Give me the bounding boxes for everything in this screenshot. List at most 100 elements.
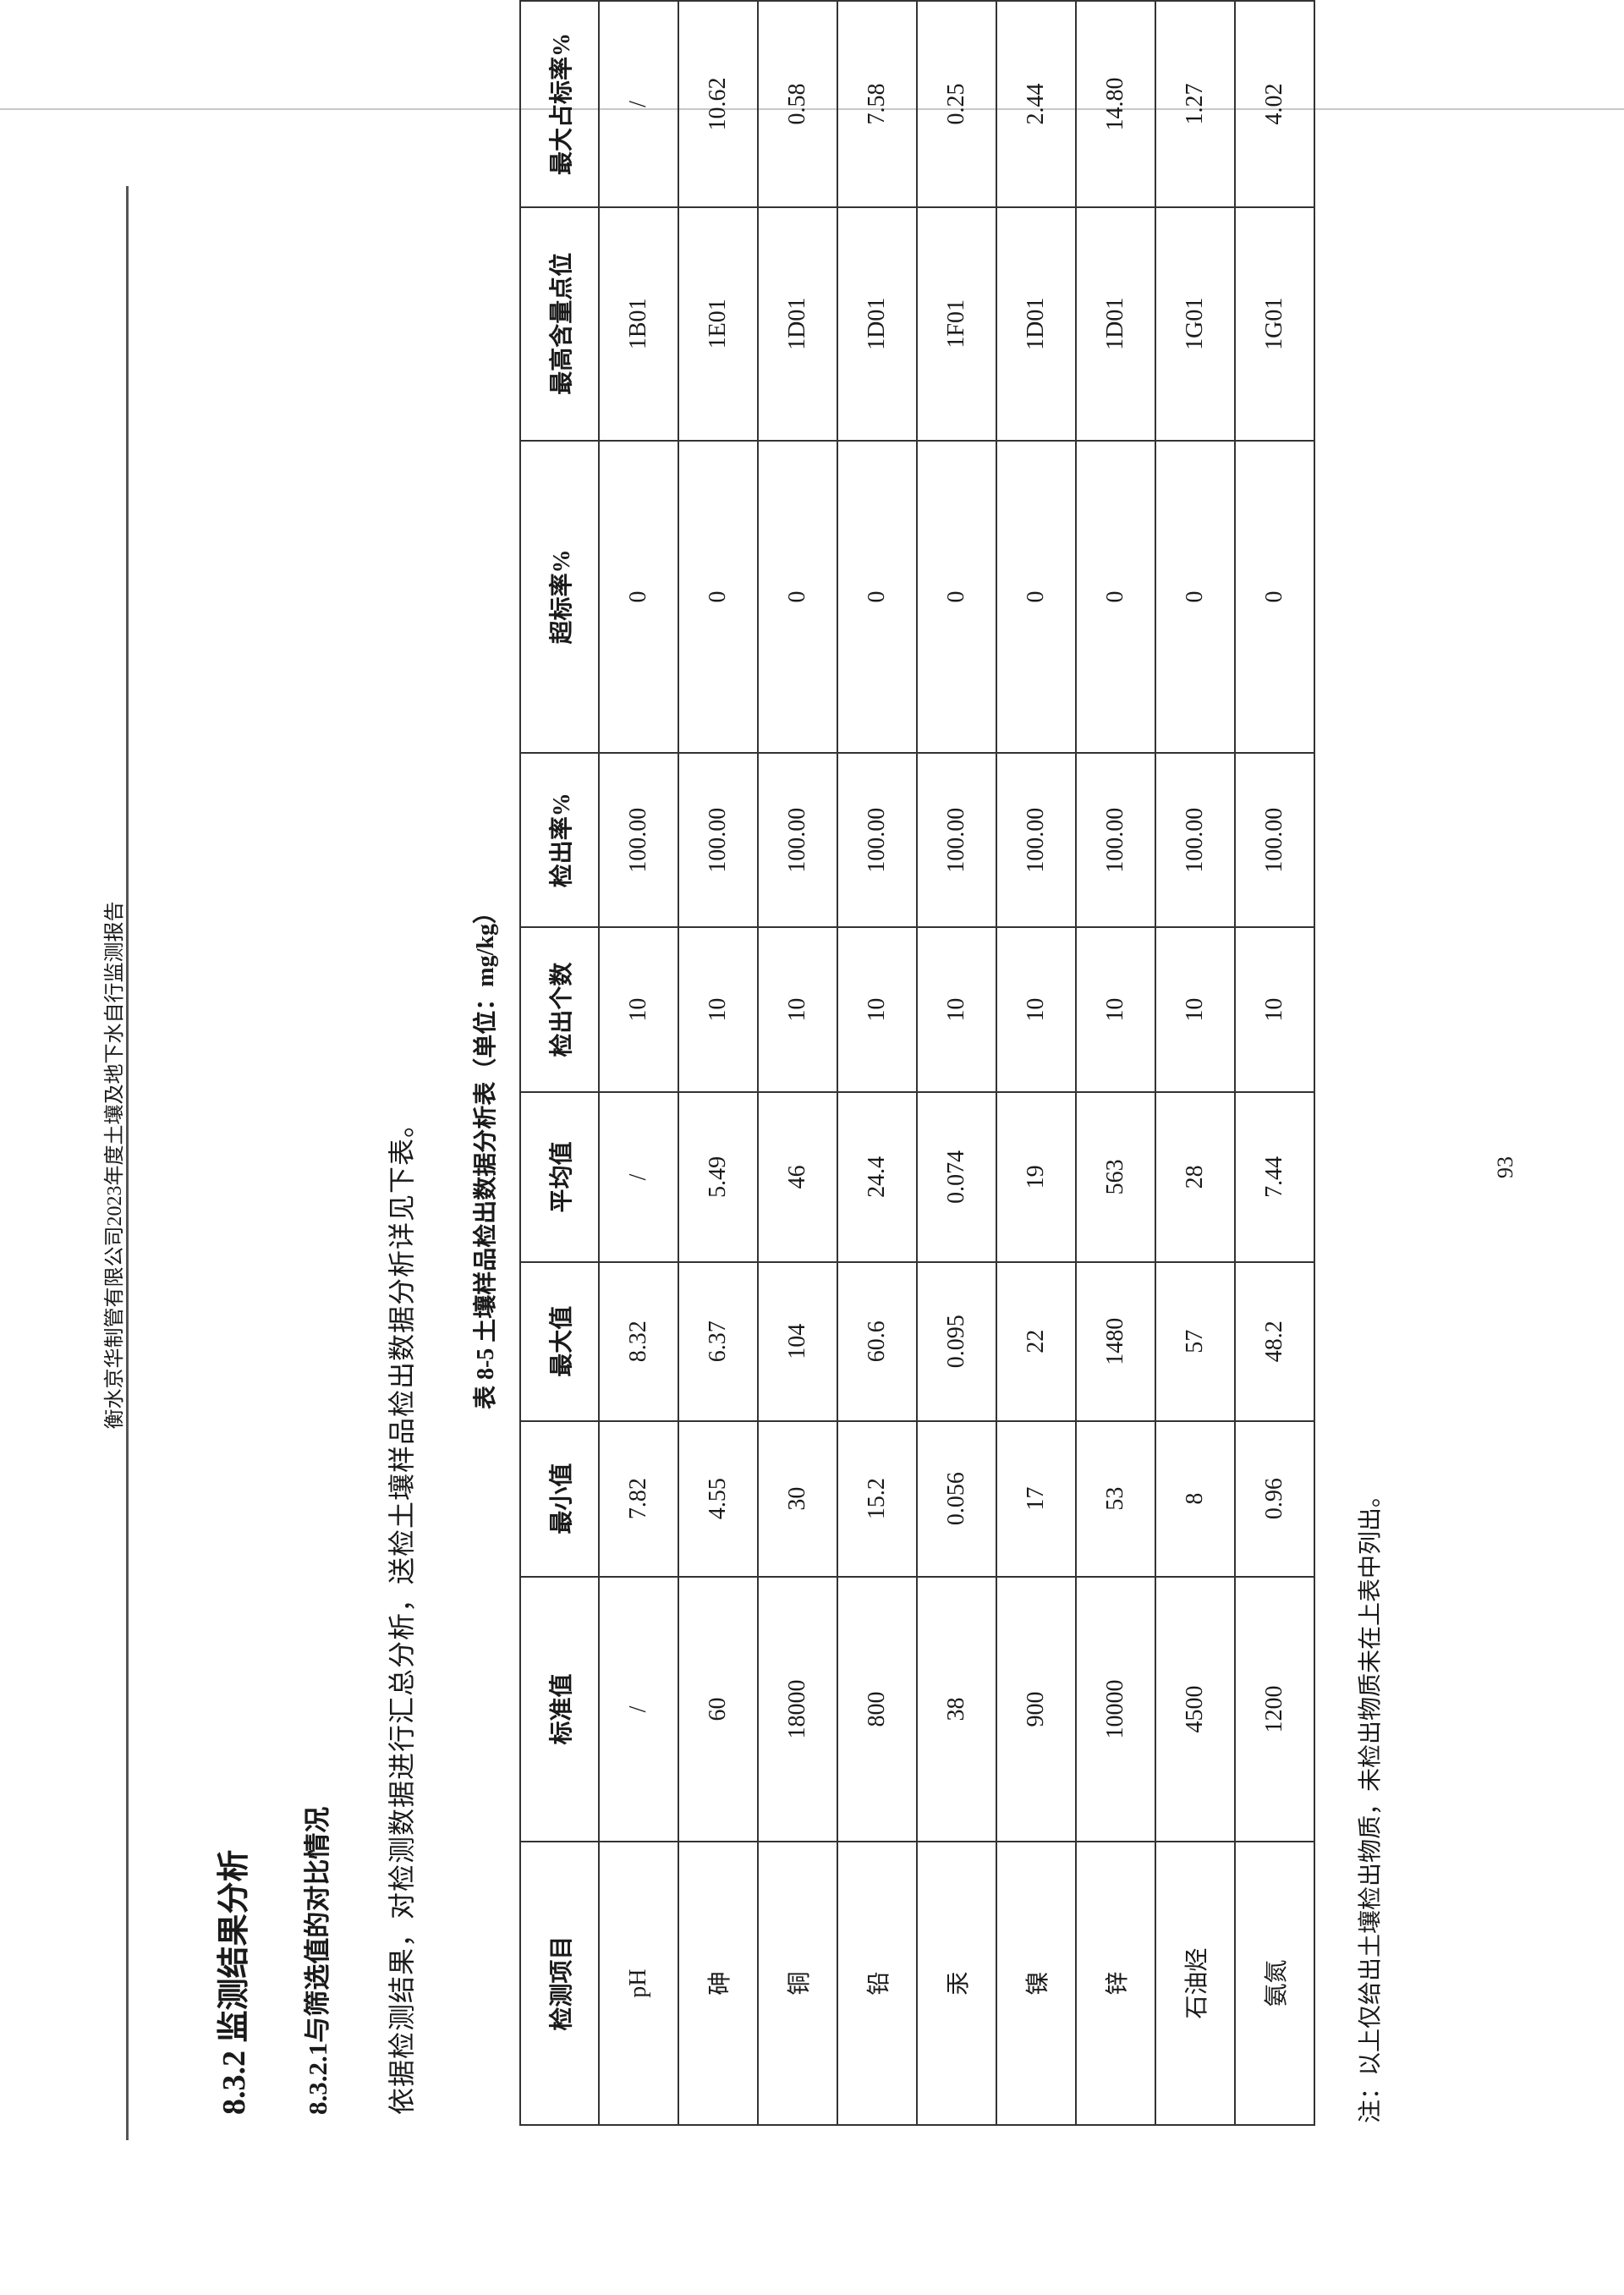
table-row: pH/7.82 8.32/10 100.00 0 1B01/ — [599, 1, 678, 2125]
table-cell: 100.00 — [917, 753, 996, 928]
table-cell: 1G01 — [1235, 206, 1314, 441]
column-header: 标准值 — [520, 1576, 599, 1842]
table-cell: 17 — [996, 1420, 1076, 1577]
table-cell: 10000 — [1076, 1576, 1155, 1842]
table-cell: 7.82 — [599, 1420, 678, 1577]
table-cell: 5.49 — [678, 1092, 758, 1262]
table-cell: 0.58 — [758, 1, 837, 207]
table-cell: / — [599, 1576, 678, 1842]
table-cell: 1E01 — [678, 206, 758, 441]
table-cell: 22 — [996, 1261, 1076, 1421]
table-cell: 19 — [996, 1092, 1076, 1262]
column-header: 检出个数 — [520, 927, 599, 1092]
table-cell: 8.32 — [599, 1261, 678, 1421]
table-cell: 48.2 — [1235, 1261, 1314, 1421]
table-cell: 100.00 — [599, 753, 678, 928]
table-cell: 0 — [758, 440, 837, 754]
table-cell: 10 — [758, 927, 837, 1092]
table-row: 镍 900 17 22 19 10 100.00 0 1D01 2.44 — [996, 1, 1076, 2125]
table-cell: 28 — [1155, 1092, 1235, 1262]
table-cell: 砷 — [678, 1842, 758, 2125]
soil-analysis-table: 检测项目 标准值 最小值 最大值 平均值 检出个数 检出率% 超标率% 最高含量点位 最大占标率%… — [519, 0, 1315, 2126]
table-cell: 18000 — [758, 1576, 837, 1842]
table-cell: 镍 — [996, 1842, 1076, 2125]
column-header: 平均值 — [520, 1092, 599, 1262]
table-cell: 800 — [837, 1576, 917, 1842]
column-header: 最大值 — [520, 1261, 599, 1421]
table-cell: 10 — [678, 927, 758, 1092]
table-cell: 4500 — [1155, 1576, 1235, 1842]
table-cell: 24.4 — [837, 1092, 917, 1262]
table-cell: 2.44 — [996, 1, 1076, 207]
table-cell: 100.00 — [996, 753, 1076, 928]
table-cell: 0 — [599, 440, 678, 754]
table-cell: 4.02 — [1235, 1, 1314, 207]
table-cell: 锌 — [1076, 1842, 1155, 2125]
table-row: 锌 10000 53 1480 563 10 100.00 0 1D01 14.80 — [1076, 1, 1155, 2125]
table-cell: 38 — [917, 1576, 996, 1842]
column-header: 超标率% — [520, 440, 599, 754]
table-cell: 0 — [1235, 440, 1314, 754]
table-cell: 0 — [996, 440, 1076, 754]
table-cell: 0.095 — [917, 1261, 996, 1421]
table-row: 铜 18000 30 104 46 10 100.00 0 1D01 0.58 — [758, 1, 837, 2125]
subsection-heading: 8.3.2.1与筛选值的对比情况 — [303, 1806, 332, 2115]
table-cell: 100.00 — [837, 753, 917, 928]
column-header: 最高含量点位 — [520, 206, 599, 441]
table-cell: 7.44 — [1235, 1092, 1314, 1262]
column-header: 检测项目 — [520, 1842, 599, 2125]
table-cell: 10 — [1235, 927, 1314, 1092]
table-cell: 60.6 — [837, 1261, 917, 1421]
table-row: 砷 60 4.55 6.37 5.49 10 100.00 0 1E01 10.62 — [678, 1, 758, 2125]
table-cell: 100.00 — [1155, 753, 1235, 928]
table-cell: 0 — [678, 440, 758, 754]
page-number: 93 — [1493, 1156, 1517, 1178]
table-cell: 15.2 — [837, 1420, 917, 1577]
table-cell: 1F01 — [917, 206, 996, 441]
table-cell: 石油烃 — [1155, 1842, 1235, 2125]
table-cell: 铅 — [837, 1842, 917, 2125]
table-row: 氨氮 1200 0.96 48.2 7.44 10 100.00 0 1G01 4.02 — [1235, 1, 1314, 2125]
table-cell: 100.00 — [1076, 753, 1155, 928]
table-cell: 10 — [1076, 927, 1155, 1092]
table-cell: 1D01 — [758, 206, 837, 441]
table-cell: 1.27 — [1155, 1, 1235, 207]
table-cell: 57 — [1155, 1261, 1235, 1421]
table-cell: 0.96 — [1235, 1420, 1314, 1577]
table-cell: 汞 — [917, 1842, 996, 2125]
table-cell: 0.25 — [917, 1, 996, 207]
table-cell: 1200 — [1235, 1576, 1314, 1842]
table-cell: 30 — [758, 1420, 837, 1577]
table-cell: 900 — [996, 1576, 1076, 1842]
table-cell: 1D01 — [1076, 206, 1155, 441]
table-cell: 0.056 — [917, 1420, 996, 1577]
table-cell: 60 — [678, 1576, 758, 1842]
running-header: 衡水京华制管有限公司2023年度土壤及地下水自行监测报告 — [104, 901, 126, 1430]
column-header: 最大占标率% — [520, 1, 599, 207]
table-row: 汞 38 0.056 0.095 0.074 10 100.00 0 1F01 0.25 — [917, 1, 996, 2125]
table-cell: 0 — [1076, 440, 1155, 754]
table-cell: 53 — [1076, 1420, 1155, 1577]
table-cell: 10.62 — [678, 1, 758, 207]
table-cell: 8 — [1155, 1420, 1235, 1577]
table-cell: 100.00 — [678, 753, 758, 928]
table-note: 注：以上仅给出土壤检出物质，未检出物质未在上表中列出。 — [1358, 1483, 1384, 2123]
table-cell: 铜 — [758, 1842, 837, 2125]
table-cell: 563 — [1076, 1092, 1155, 1262]
table-cell: 100.00 — [758, 753, 837, 928]
table-cell: 4.55 — [678, 1420, 758, 1577]
table-cell: 46 — [758, 1092, 837, 1262]
table-cell: 10 — [599, 927, 678, 1092]
table-cell: 100.00 — [1235, 753, 1314, 928]
table-cell: 10 — [996, 927, 1076, 1092]
table-cell: / — [599, 1092, 678, 1262]
table-cell: 10 — [1155, 927, 1235, 1092]
table-cell: 1480 — [1076, 1261, 1155, 1421]
table-cell: 1D01 — [837, 206, 917, 441]
section-heading: 8.3.2 监测结果分析 — [217, 1849, 252, 2115]
table-cell: 0 — [1155, 440, 1235, 754]
table-cell: 1D01 — [996, 206, 1076, 441]
body-paragraph: 依据检测结果，对检测数据进行汇总分析，送检土壤样品检出数据分析详见下表。 — [387, 1109, 417, 2115]
table-cell: 1G01 — [1155, 206, 1235, 441]
